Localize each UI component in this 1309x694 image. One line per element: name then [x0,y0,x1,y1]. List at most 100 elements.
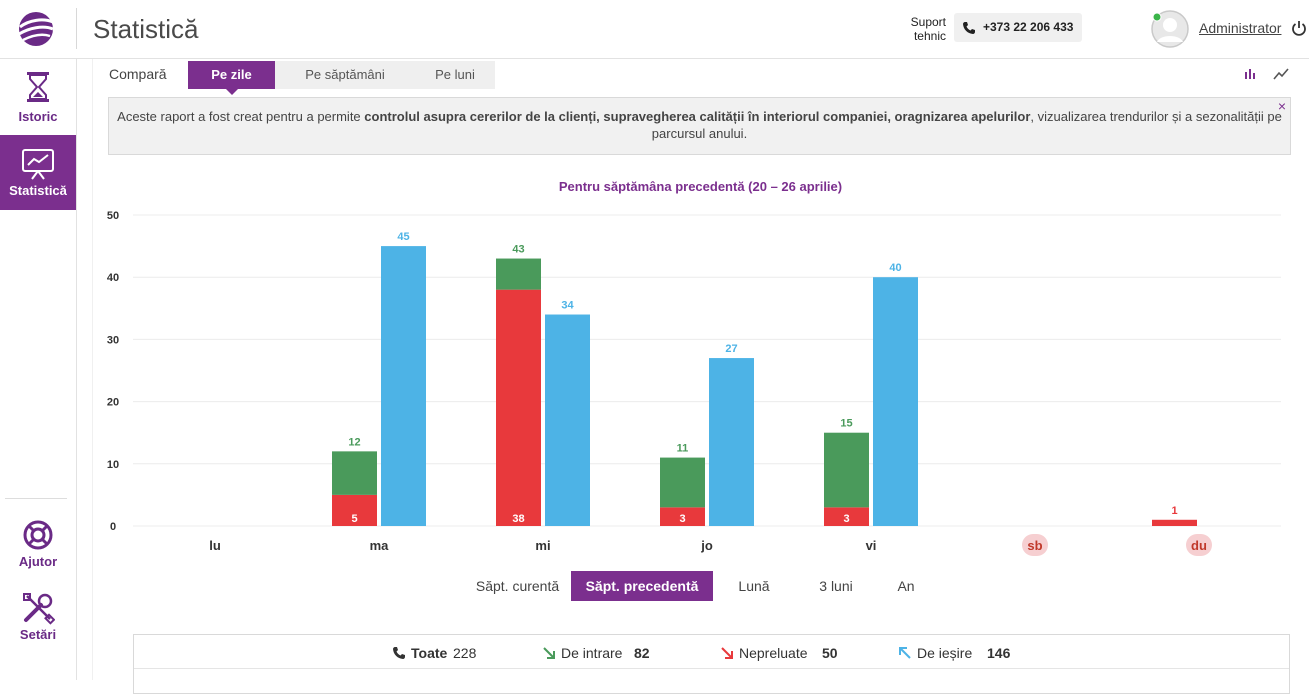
bar-incoming [824,432,869,508]
x-tick-label-mi: mi [535,538,550,553]
x-tick-label-sb: sb [1027,538,1042,553]
summary-row: Toate 228 De intrare 82 Nepreluate 50 [134,635,1289,669]
support-phone-number: +373 22 206 433 [983,20,1074,34]
bar-missed [1152,519,1197,526]
calls-summary: Toate 228 De intrare 82 Nepreluate 50 [133,634,1290,694]
bar-value-label: 5 [351,513,357,525]
summary-all-label: Toate [411,645,448,661]
chart-title: Pentru săptămâna precedentă (20 – 26 apr… [558,179,843,194]
compare-label: Compară [109,66,167,82]
summary-missed-label: Nepreluate [739,645,808,661]
sidebar-item-setari[interactable]: Setări [0,591,76,651]
presentation-chart-icon [22,149,54,180]
summary-outgoing-label: De ieșire [917,645,973,661]
bar-missed [332,494,377,526]
bar-total-label: 43 [512,244,524,256]
bar-incoming [332,451,377,495]
view-switcher [1243,67,1289,86]
summary-outgoing-value: 146 [987,645,1011,661]
sidebar-item-ajutor[interactable]: Ajutor [0,519,76,574]
tools-icon [23,593,55,625]
weekend-badge [1022,534,1048,556]
phone-icon [963,22,975,34]
x-tick-label-jo: jo [700,538,713,553]
bar-value-label: 38 [512,513,524,525]
bar-total-label: 1 [1171,505,1177,517]
bar-incoming [660,457,705,508]
bar-value-label: 3 [679,513,685,525]
summary-outgoing[interactable]: De ieșire 146 [898,644,1018,662]
x-tick-label-du: du [1191,538,1207,553]
lifebuoy-icon [23,520,53,550]
bar-missed [660,507,705,526]
x-tick-label-vi: vi [866,538,877,553]
top-header: Statistică Suport tehnic +373 22 206 433… [0,0,1309,59]
summary-all-value: 228 [453,645,477,661]
sidebar-item-label: Statistică [9,183,67,198]
bar-value-label: 27 [725,343,737,355]
tab-pe-luni[interactable]: Pe luni [415,61,495,89]
sidebar-item-istoric[interactable]: Istoric [0,71,76,131]
y-tick-label: 30 [107,334,119,346]
bar-value-label: 3 [843,513,849,525]
phone-icon [393,647,405,659]
summary-incoming-label: De intrare [561,645,623,661]
sidebar-item-label: Ajutor [18,554,58,569]
support-label: Suport tehnic [910,15,946,43]
sidebar-item-label: Istoric [18,109,58,124]
bar-value-label: 34 [561,300,574,312]
missed-arrow-icon [721,647,733,659]
weekend-badge [1186,534,1212,556]
sidebar-divider [5,498,67,499]
bar-total-label: 12 [348,436,360,448]
logout-icon[interactable] [1291,20,1307,36]
info-banner: Aceste raport a fost creat pentru a perm… [108,97,1291,155]
bar-chart-view-icon[interactable] [1243,67,1257,81]
x-tick-label-lu: lu [209,538,221,553]
range-tab-an[interactable]: An [897,578,915,594]
bar-value-label: 45 [397,231,409,243]
bar-incoming [496,258,541,290]
bar-missed [496,289,541,526]
summary-all[interactable]: Toate 228 [392,644,482,662]
line-chart-view-icon[interactable] [1273,67,1289,81]
bar-outgoing [545,314,590,526]
summary-missed[interactable]: Nepreluate 50 [720,644,850,662]
bar-outgoing [381,246,426,526]
outgoing-arrow-icon [899,647,911,659]
sidebar-item-label: Setări [19,627,57,642]
range-tab-luna[interactable]: Lună [738,578,770,594]
y-tick-label: 0 [110,521,116,533]
sidebar-item-statistica[interactable]: Statistică [0,135,76,210]
x-tick-label-ma: ma [370,538,390,553]
sidebar: Istoric Statistică Ajutor Setări [0,59,77,680]
range-tab-3-luni[interactable]: 3 luni [819,578,853,594]
close-icon[interactable]: × [1277,98,1286,114]
main-content: Compară Pe zile Pe săptămâni Pe luni Ace… [92,59,1309,694]
y-tick-label: 40 [107,272,119,284]
hourglass-icon [27,72,49,102]
summary-missed-value: 50 [822,645,838,661]
bar-value-label: 40 [889,262,901,274]
bar-total-label: 11 [677,443,689,455]
y-tick-label: 50 [107,210,119,222]
bar-total-label: 15 [840,418,852,430]
calls-bar-chart: 0 10 20 30 40 50 lu 5 12 45 ma 38 43 34 mi 3 11 27 jo 3 15 40… [107,210,1281,556]
bar-outgoing [873,277,918,526]
support-phone[interactable]: +373 22 206 433 [954,13,1082,42]
user-name-link[interactable]: Administrator [1199,20,1282,36]
header-divider [76,8,77,49]
user-avatar[interactable] [1151,10,1189,48]
range-tab-sapt-precedenta[interactable]: Săpt. precedentă [571,571,713,601]
incoming-arrow-icon [543,647,555,659]
moldtelecom-logo[interactable] [17,10,55,48]
tab-pe-zile[interactable]: Pe zile [188,61,275,95]
range-tab-sapt-curenta[interactable]: Săpt. curentă [475,578,560,594]
summary-incoming-value: 82 [634,645,650,661]
y-tick-label: 10 [107,459,119,471]
tab-pe-saptamani[interactable]: Pe săptămâni [275,61,415,89]
page-title: Statistică [93,14,199,44]
y-tick-label: 20 [107,397,119,409]
summary-incoming[interactable]: De intrare 82 [542,644,662,662]
bar-missed [824,507,869,526]
